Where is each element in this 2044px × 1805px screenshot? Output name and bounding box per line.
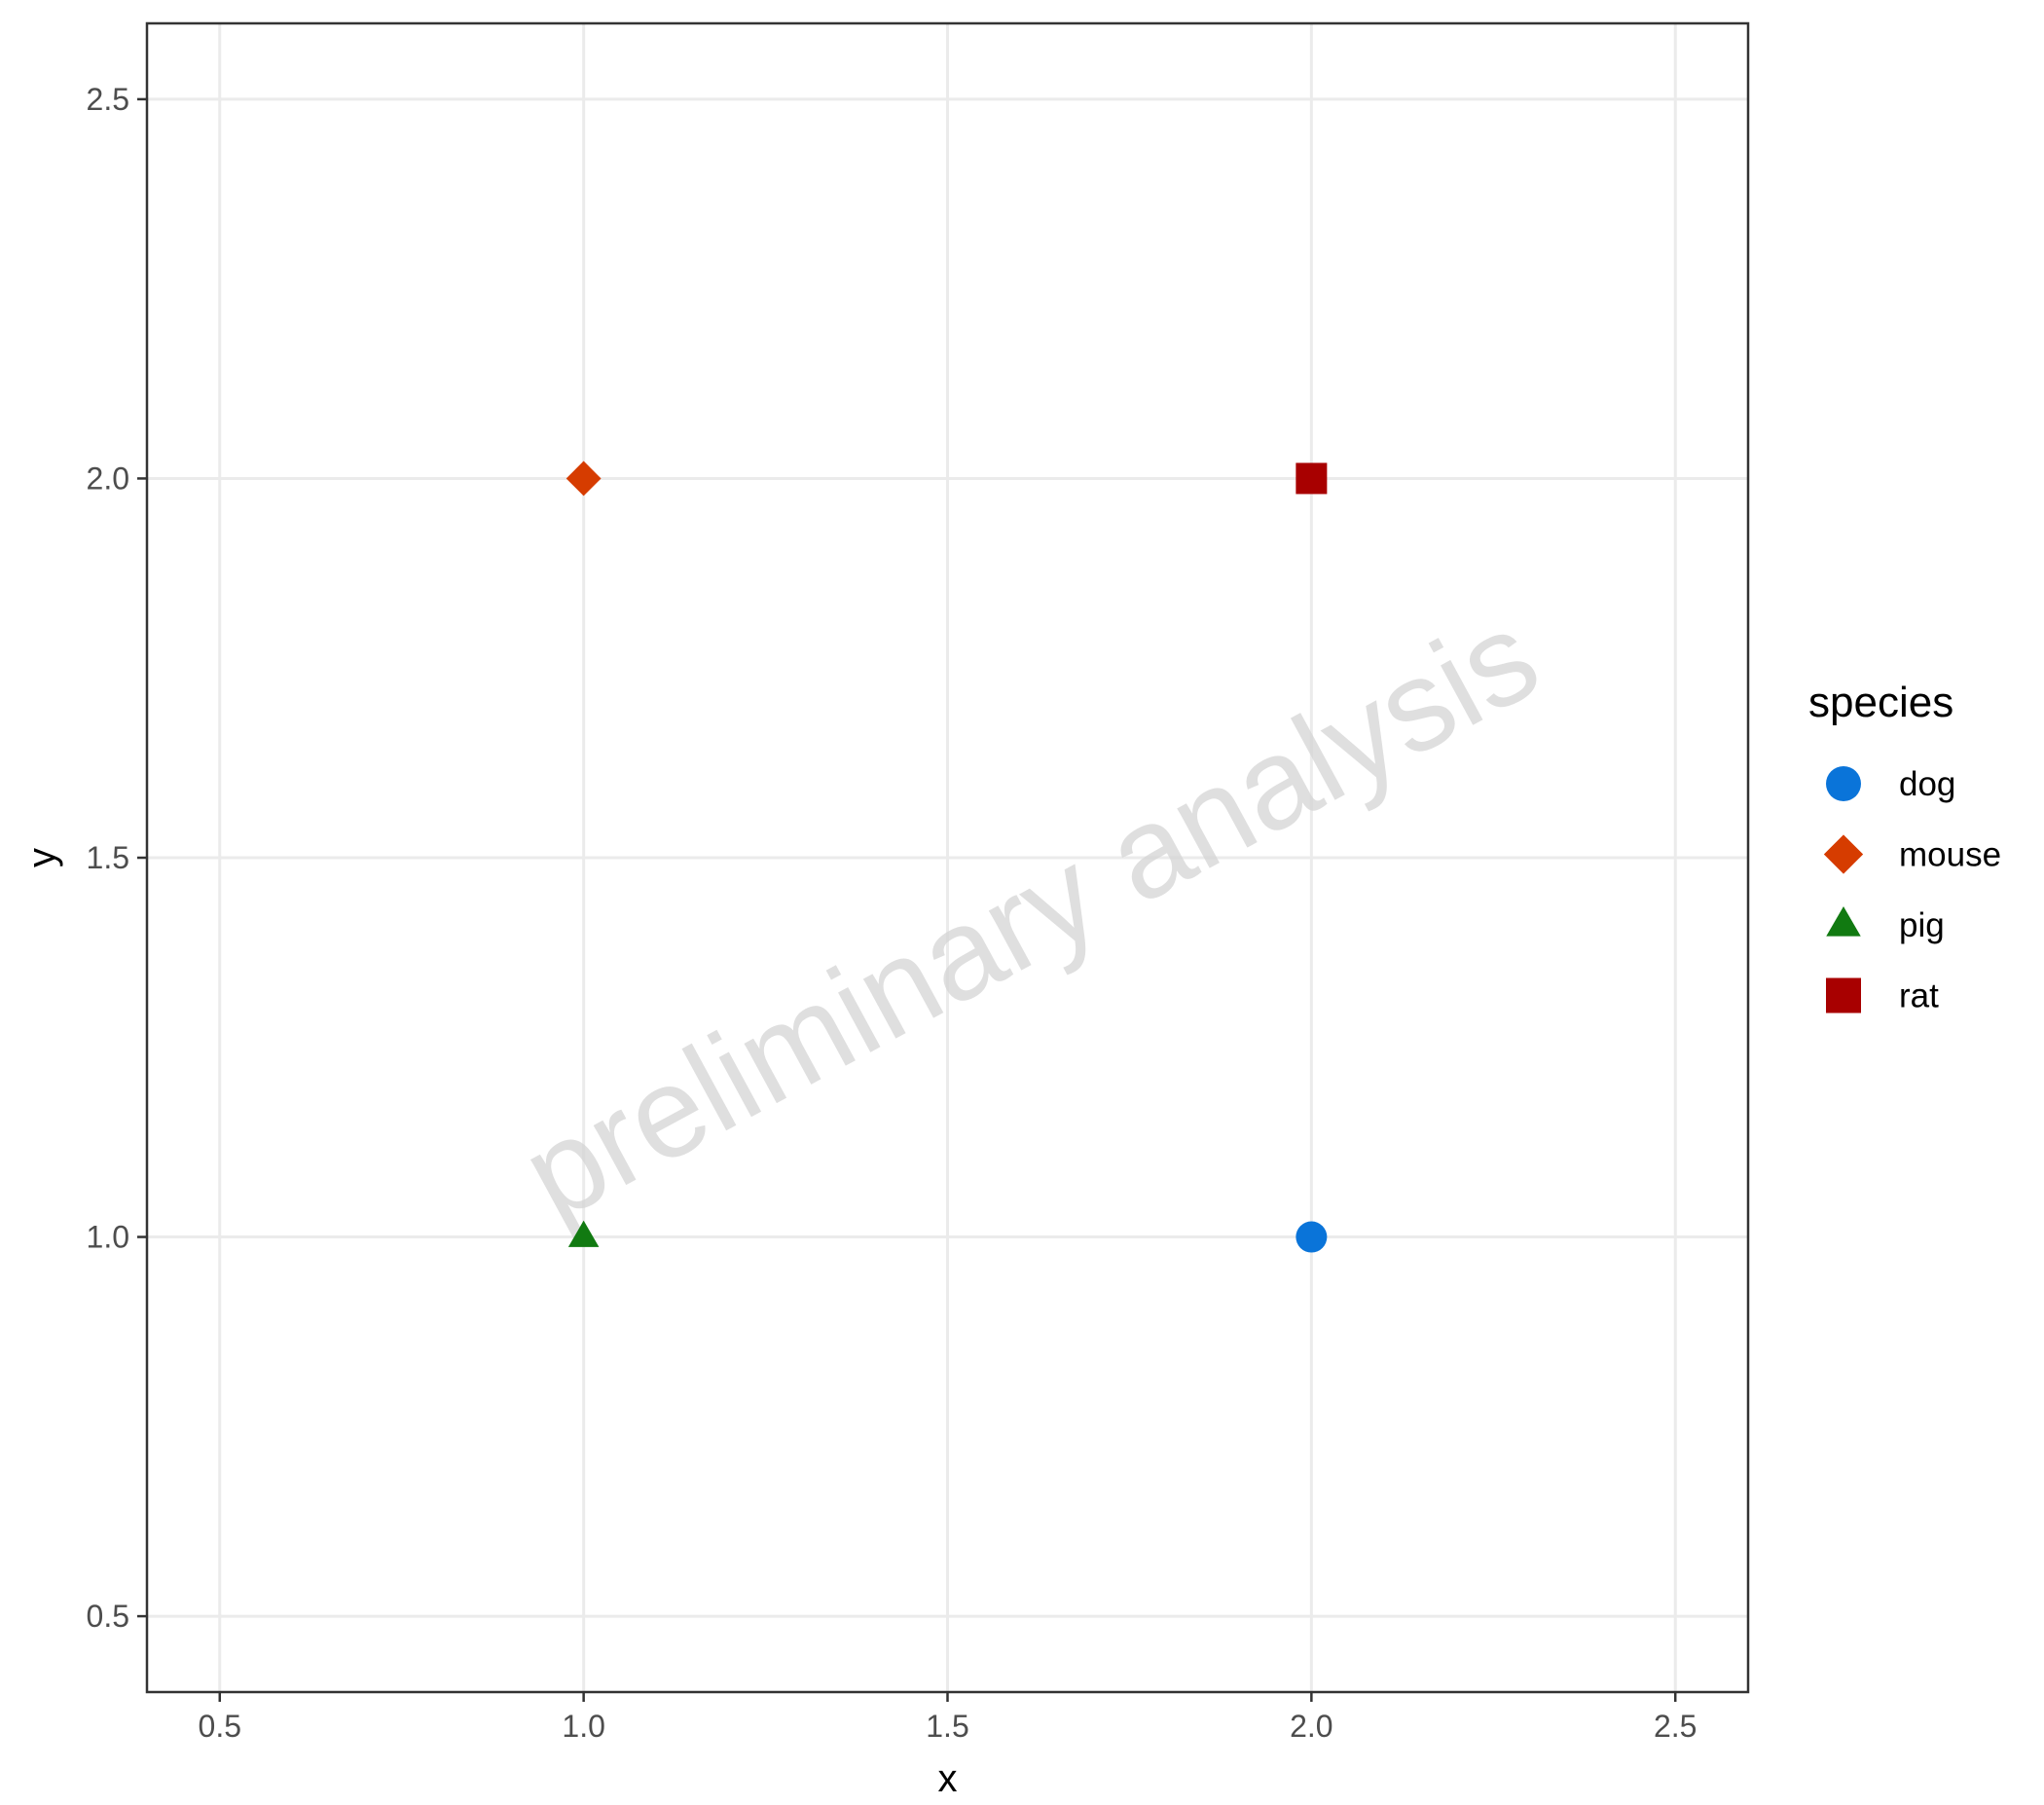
y-tick-label: 2.0 (87, 460, 129, 496)
legend-label-rat: rat (1899, 977, 1939, 1015)
y-tick-label: 2.5 (87, 82, 129, 117)
data-point-pig (567, 1220, 600, 1247)
x-tick-label: 2.0 (1290, 1709, 1332, 1744)
legend-key-dog (1826, 766, 1861, 801)
data-points (566, 460, 1328, 1253)
y-axis-title: y (20, 848, 63, 867)
data-point-rat (1296, 462, 1328, 495)
legend-label-pig: pig (1899, 906, 1945, 944)
legend-label-dog: dog (1899, 765, 1955, 803)
legend-key-pig (1826, 906, 1861, 937)
legend-label-mouse: mouse (1899, 836, 2001, 874)
data-point-dog (1296, 1221, 1328, 1253)
x-axis-title: x (938, 1757, 958, 1800)
y-tick-label: 1.5 (87, 840, 129, 875)
legend-title: species (1808, 679, 1953, 726)
x-tick-label: 0.5 (199, 1709, 241, 1744)
legend-key-rat (1826, 977, 1861, 1013)
axes: 0.5 1.0 1.5 2.0 2.5 0.5 1.0 1.5 2.0 2.5 (87, 82, 1697, 1744)
y-tick-label: 0.5 (87, 1599, 129, 1634)
data-point-mouse (566, 460, 602, 497)
x-tick-label: 2.5 (1654, 1709, 1697, 1744)
legend: species dog mouse pig rat (1808, 679, 2001, 1015)
grid-lines (147, 23, 1748, 1692)
legend-key-mouse (1823, 834, 1864, 874)
x-tick-label: 1.5 (926, 1709, 968, 1744)
y-tick-label: 1.0 (87, 1220, 129, 1255)
x-tick-label: 1.0 (562, 1709, 604, 1744)
